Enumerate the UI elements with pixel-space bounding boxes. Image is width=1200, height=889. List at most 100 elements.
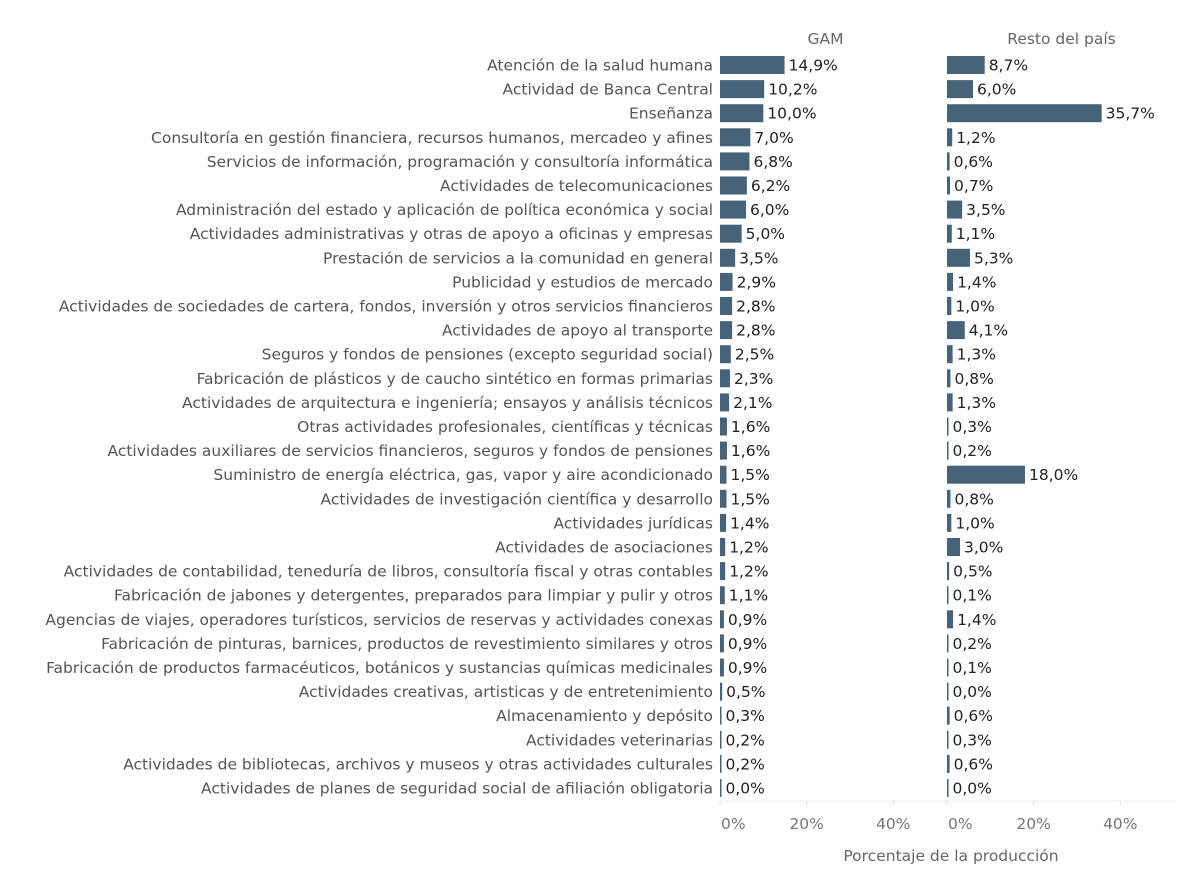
data-label: 0,5% <box>953 563 992 581</box>
bar <box>720 489 727 508</box>
data-label: 0,8% <box>954 490 993 508</box>
data-label: 0,6% <box>954 755 993 773</box>
data-label: 0,1% <box>953 587 992 605</box>
data-label: 2,8% <box>736 298 775 316</box>
data-label: 7,0% <box>754 129 793 147</box>
data-label: 0,0% <box>726 780 765 798</box>
bar <box>947 345 953 364</box>
data-label: 1,6% <box>731 442 770 460</box>
data-label: 3,5% <box>966 201 1005 219</box>
data-label: 6,0% <box>977 81 1016 99</box>
x-tick-label: 40% <box>1103 815 1137 833</box>
category-label: Actividades creativas, artisticas y de e… <box>299 683 713 701</box>
data-label: 1,5% <box>730 490 769 508</box>
data-label: 1,5% <box>730 466 769 484</box>
bar <box>947 128 953 147</box>
bar <box>947 513 952 532</box>
bar <box>947 754 950 773</box>
bar <box>947 658 949 677</box>
category-label: Fabricación de pinturas, barnices, produ… <box>101 635 713 653</box>
bar <box>947 682 949 701</box>
x-tick-label: 20% <box>1016 815 1050 833</box>
category-label: Actividades administrativas y otras de a… <box>190 225 713 243</box>
data-label: 1,4% <box>730 514 769 532</box>
category-label: Actividades jurídicas <box>554 514 713 532</box>
category-label: Actividades de planes de seguridad socia… <box>201 780 713 798</box>
data-label: 0,2% <box>953 442 992 460</box>
bar <box>947 417 949 436</box>
category-label: Consultoría en gestión financiera, recur… <box>151 129 713 147</box>
category-label: Servicios de información, programación y… <box>207 153 713 171</box>
data-label: 0,9% <box>728 659 767 677</box>
bar <box>720 417 727 436</box>
bar <box>720 104 764 123</box>
data-label: 8,7% <box>989 57 1028 75</box>
bar <box>720 56 785 74</box>
bar <box>720 393 730 412</box>
data-label: 18,0% <box>1029 466 1078 484</box>
data-label: 4,1% <box>969 322 1008 340</box>
data-label: 10,0% <box>767 105 816 123</box>
data-label: 0,6% <box>954 707 993 725</box>
bar <box>720 754 722 773</box>
category-label: Seguros y fondos de pensiones (excepto s… <box>262 346 713 364</box>
data-label: 2,3% <box>734 370 773 388</box>
x-tick-label: 0% <box>721 815 746 833</box>
bar <box>947 538 960 556</box>
data-label: 0,2% <box>953 635 992 653</box>
data-label: 2,8% <box>736 322 775 340</box>
bar <box>720 297 733 315</box>
data-label: 1,0% <box>955 514 994 532</box>
data-label: 0,3% <box>953 418 992 436</box>
data-label: 0,2% <box>726 731 765 749</box>
category-label: Actividad de Banca Central <box>503 81 713 99</box>
data-label: 2,1% <box>733 394 772 412</box>
x-tick-label: 20% <box>789 815 823 833</box>
data-label: 0,8% <box>954 370 993 388</box>
category-label: Actividades de asociaciones <box>495 539 713 557</box>
data-label: 0,9% <box>728 635 767 653</box>
bar <box>947 779 949 797</box>
data-label: 10,2% <box>768 81 817 99</box>
bar <box>947 706 950 725</box>
bar <box>720 658 724 677</box>
bar <box>720 513 727 532</box>
category-label: Suministro de energía eléctrica, gas, va… <box>213 466 713 484</box>
bar <box>720 128 751 147</box>
x-axis-title: Porcentaje de la producción <box>843 847 1058 865</box>
bar <box>720 321 733 340</box>
bar <box>720 562 726 581</box>
category-label: Enseñanza <box>629 105 713 123</box>
bar <box>720 706 722 725</box>
bar <box>947 176 951 195</box>
bar <box>947 297 952 315</box>
bar <box>947 610 954 629</box>
bar <box>947 586 949 605</box>
bar <box>947 465 1025 484</box>
category-label: Actividades auxiliares de servicios fina… <box>108 442 714 460</box>
bar <box>720 634 724 653</box>
data-label: 0,6% <box>954 153 993 171</box>
bar <box>947 56 985 74</box>
panel-title: Resto del país <box>1007 30 1116 48</box>
data-label: 1,1% <box>729 587 768 605</box>
bar <box>947 441 949 460</box>
bar <box>947 489 951 508</box>
data-label: 6,0% <box>750 201 789 219</box>
data-label: 1,6% <box>731 418 770 436</box>
data-label: 0,3% <box>953 731 992 749</box>
data-label: 1,2% <box>729 563 768 581</box>
bar <box>720 586 725 605</box>
bar <box>720 345 731 364</box>
bar <box>947 224 952 243</box>
bar <box>947 369 951 388</box>
bar <box>720 779 722 797</box>
bar <box>720 200 746 219</box>
data-label: 0,0% <box>953 780 992 798</box>
category-label: Actividades de apoyo al transporte <box>442 322 713 340</box>
category-label: Prestación de servicios a la comunidad e… <box>323 249 713 267</box>
bar <box>720 224 742 243</box>
data-label: 0,7% <box>954 177 993 195</box>
bar <box>720 610 724 629</box>
